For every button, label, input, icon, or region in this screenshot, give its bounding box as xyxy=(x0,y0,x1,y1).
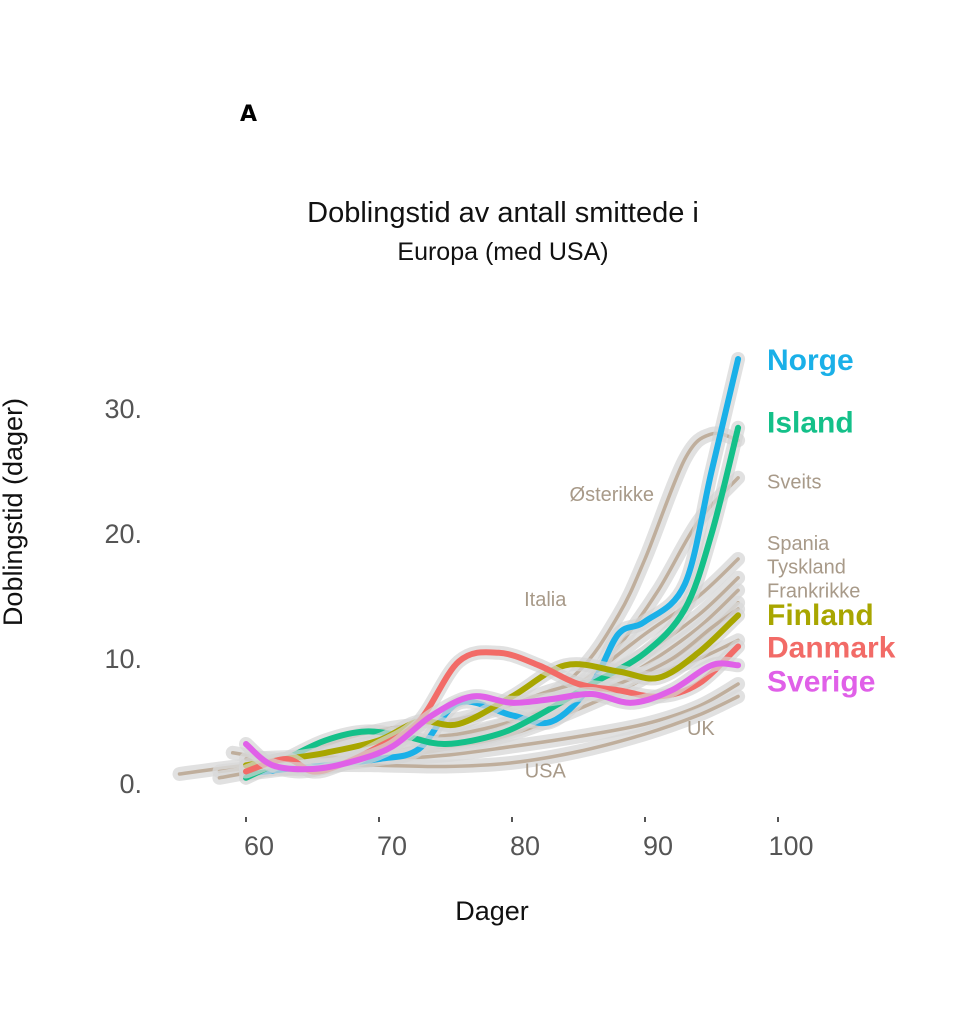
chart-title: Doblingstid av antall smittede i xyxy=(307,197,699,229)
series-label-uk: UK xyxy=(687,718,715,740)
panel-label: A xyxy=(240,102,257,127)
x-tick-label: 60 xyxy=(244,831,274,861)
x-axis: 60 70 80 90 100 xyxy=(244,817,814,861)
x-tick-label: 90 xyxy=(643,831,673,861)
y-tick-label: 10. xyxy=(104,644,142,674)
highlight-series-group xyxy=(239,352,746,785)
series-label-tyskland: Tyskland xyxy=(767,557,846,579)
y-tick-label: 20. xyxy=(104,519,142,549)
y-tick-label: 30. xyxy=(104,394,142,424)
y-axis: 0. 10. 20. 30. xyxy=(104,394,142,799)
series-label-finland: Finland xyxy=(767,599,874,632)
y-tick-label: 0. xyxy=(119,769,142,799)
series-label-sverige: Sverige xyxy=(767,665,875,698)
series-label-danmark: Danmark xyxy=(767,632,896,665)
chart-subtitle: Europa (med USA) xyxy=(397,238,608,266)
x-tick-label: 80 xyxy=(510,831,540,861)
series-label-usa: USA xyxy=(525,760,567,782)
y-axis-title: Doblingstid (dager) xyxy=(0,398,28,626)
series-label-island: Island xyxy=(767,407,854,440)
series-label-sveits: Sveits xyxy=(767,472,821,494)
x-tick-label: 100 xyxy=(768,831,813,861)
x-axis-title: Dager xyxy=(455,896,529,926)
series-line-island xyxy=(243,424,742,781)
series-label-norge: Norge xyxy=(767,344,854,377)
series-label-osterikke: Østerikke xyxy=(570,484,654,506)
series-label-italia: Italia xyxy=(524,589,567,611)
series-line-finland xyxy=(243,612,742,769)
series-label-frankrikke: Frankrikke xyxy=(767,580,860,602)
x-tick-label: 70 xyxy=(377,831,407,861)
series-label-spania: Spania xyxy=(767,533,830,555)
series-labels: Østerikke Sveits Italia SpaniaTysklandFrank… xyxy=(524,344,896,782)
series-line-sverige xyxy=(243,660,742,773)
